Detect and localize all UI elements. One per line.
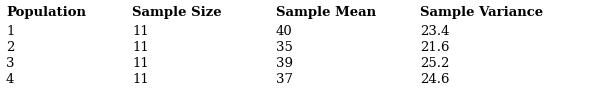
Text: 21.6: 21.6: [420, 41, 449, 54]
Text: 11: 11: [132, 41, 149, 54]
Text: Sample Size: Sample Size: [132, 6, 221, 19]
Text: Population: Population: [6, 6, 86, 19]
Text: Sample Mean: Sample Mean: [276, 6, 376, 19]
Text: 11: 11: [132, 73, 149, 86]
Text: 3: 3: [6, 57, 14, 70]
Text: 2: 2: [6, 41, 14, 54]
Text: 35: 35: [276, 41, 293, 54]
Text: 37: 37: [276, 73, 293, 86]
Text: 1: 1: [6, 25, 14, 38]
Text: 11: 11: [132, 25, 149, 38]
Text: Sample Variance: Sample Variance: [420, 6, 543, 19]
Text: 40: 40: [276, 25, 293, 38]
Text: 39: 39: [276, 57, 293, 70]
Text: 4: 4: [6, 73, 14, 86]
Text: 25.2: 25.2: [420, 57, 449, 70]
Text: 24.6: 24.6: [420, 73, 449, 86]
Text: 11: 11: [132, 57, 149, 70]
Text: 23.4: 23.4: [420, 25, 449, 38]
